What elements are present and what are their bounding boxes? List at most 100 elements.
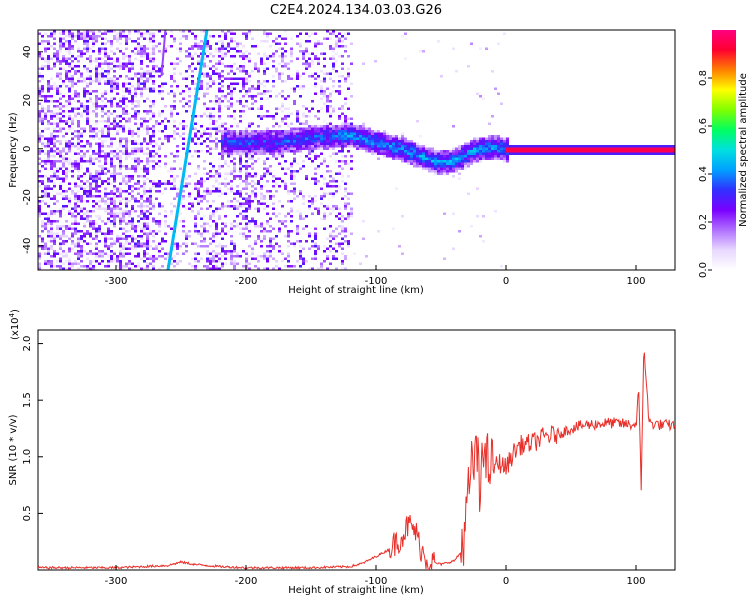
heatmap-cell: [68, 80, 71, 83]
heatmap-cell: [83, 95, 86, 98]
heatmap-cell: [92, 187, 95, 190]
heatmap-cell: [278, 92, 281, 95]
heatmap-cell: [491, 147, 494, 150]
heatmap-cell: [308, 57, 311, 60]
heatmap-cell: [122, 52, 125, 55]
heatmap-cell: [278, 142, 281, 145]
heatmap-cell: [86, 57, 89, 60]
heatmap-cell: [53, 55, 56, 58]
heatmap-cell: [62, 250, 65, 253]
heatmap-cell: [341, 147, 344, 150]
heatmap-cell: [47, 232, 50, 235]
heatmap-cell: [236, 50, 239, 53]
heatmap-cell: [278, 145, 281, 148]
heatmap-cell: [245, 90, 248, 93]
heatmap-cell: [236, 45, 239, 48]
heatmap-cell: [224, 172, 227, 175]
heatmap-cell: [305, 142, 308, 145]
heatmap-cell: [134, 72, 137, 75]
heatmap-cell: [83, 127, 86, 130]
heatmap-cell: [227, 45, 230, 48]
heatmap-cell: [59, 102, 62, 105]
heatmap-cell: [86, 142, 89, 145]
heatmap-cell: [281, 117, 284, 120]
heatmap-cell: [332, 192, 335, 195]
heatmap-cell: [233, 175, 236, 178]
heatmap-cell: [47, 55, 50, 58]
heatmap-cell: [203, 227, 206, 230]
heatmap-cell: [263, 62, 266, 65]
heatmap-cell: [161, 82, 164, 85]
heatmap-cell: [59, 47, 62, 50]
heatmap-cell: [269, 245, 272, 248]
heatmap-cell: [428, 165, 431, 168]
heatmap-cell: [104, 265, 107, 268]
heatmap-cell: [281, 80, 284, 83]
heatmap-cell: [500, 152, 503, 155]
heatmap-cell: [269, 197, 272, 200]
heatmap-cell: [230, 37, 233, 40]
heatmap-cell: [374, 132, 377, 135]
heatmap-cell: [335, 137, 338, 140]
heatmap-cell: [215, 172, 218, 175]
heatmap-cell: [287, 137, 290, 140]
heatmap-cell: [326, 182, 329, 185]
heatmap-cell: [53, 62, 56, 65]
heatmap-cell: [107, 40, 110, 43]
heatmap-cell: [44, 187, 47, 190]
heatmap-cell: [95, 175, 98, 178]
heatmap-cell: [56, 122, 59, 125]
heatmap-cell: [203, 222, 206, 225]
heatmap-cell: [413, 160, 416, 163]
heatmap-cell: [347, 217, 350, 220]
heatmap-cell: [254, 65, 257, 68]
heatmap-cell: [65, 205, 68, 208]
heatmap-cell: [143, 50, 146, 53]
heatmap-cell: [71, 60, 74, 63]
heatmap-cell: [254, 150, 257, 153]
heatmap-cell: [317, 140, 320, 143]
heatmap-cell: [284, 160, 287, 163]
heatmap-cell: [209, 260, 212, 263]
heatmap-cell: [257, 207, 260, 210]
heatmap-cell: [281, 135, 284, 138]
heatmap-cell: [47, 152, 50, 155]
heatmap-cell: [251, 247, 254, 250]
heatmap-cell: [113, 217, 116, 220]
heatmap-cell: [191, 155, 194, 158]
heatmap-cell: [329, 100, 332, 103]
heatmap-cell: [143, 200, 146, 203]
heatmap-cell: [239, 67, 242, 70]
heatmap-cell: [113, 60, 116, 63]
heatmap-cell: [473, 142, 476, 145]
heatmap-cell: [377, 157, 380, 160]
heatmap-cell: [350, 117, 353, 120]
heatmap-cell: [455, 152, 458, 155]
heatmap-cell: [263, 255, 266, 258]
heatmap-cell: [44, 242, 47, 245]
heatmap-cell: [116, 115, 119, 118]
heatmap-cell: [611, 150, 614, 153]
heatmap-cell: [275, 150, 278, 153]
heatmap-cell: [155, 152, 158, 155]
heatmap-cell: [218, 50, 221, 53]
heatmap-cell: [128, 32, 131, 35]
heatmap-cell: [179, 42, 182, 45]
heatmap-cell: [278, 132, 281, 135]
heatmap-cell: [317, 135, 320, 138]
heatmap-cell: [158, 137, 161, 140]
heatmap-cell: [125, 105, 128, 108]
heatmap-cell: [545, 150, 548, 153]
heatmap-cell: [59, 235, 62, 238]
heatmap-cell: [41, 142, 44, 145]
heatmap-cell: [77, 262, 80, 265]
heatmap-cell: [182, 220, 185, 223]
heatmap-cell: [140, 167, 143, 170]
heatmap-cell: [341, 237, 344, 240]
heatmap-cell: [251, 87, 254, 90]
heatmap-cell: [347, 67, 350, 70]
heatmap-cell: [44, 142, 47, 145]
heatmap-cell: [248, 152, 251, 155]
heatmap-cell: [374, 152, 377, 155]
